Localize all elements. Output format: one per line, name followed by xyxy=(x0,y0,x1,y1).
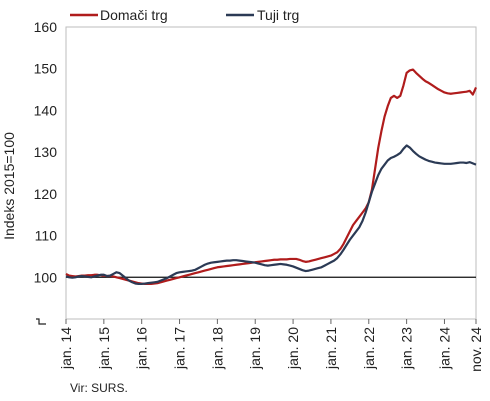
x-tick-label: jan. 20 xyxy=(285,327,301,370)
axis-break-marker xyxy=(36,318,46,325)
x-tick-label: jan. 22 xyxy=(361,327,377,370)
x-tick-label: jan. 14 xyxy=(58,327,74,370)
x-tick-label: jan. 16 xyxy=(134,327,150,370)
x-tick-label: jan. 18 xyxy=(209,327,225,370)
x-tick-label: jan. 17 xyxy=(172,327,188,370)
y-tick-label: 100 xyxy=(34,269,58,285)
source-note: Vir: SURS. xyxy=(70,381,128,395)
series-line-domaci-trg xyxy=(65,68,478,286)
y-tick-label: 160 xyxy=(34,19,58,35)
axes: 100 110 120 130 140 150 160 jan. 14 jan. 15 jan. … xyxy=(34,19,484,372)
legend-label-tuji-trg: Tuji trg xyxy=(257,7,299,23)
plot-frame xyxy=(65,26,477,320)
x-tick-label: jan. 24 xyxy=(436,327,452,370)
y-axis-label: Indeks 2015=100 xyxy=(1,132,17,240)
y-tick-label: 130 xyxy=(34,144,58,160)
y-tick-label: 140 xyxy=(34,102,58,118)
series-group xyxy=(65,68,478,286)
series-line-tuji-trg xyxy=(65,144,477,286)
legend-label-domaci-trg: Domači trg xyxy=(100,7,168,23)
legend: Domači trg Tuji trg xyxy=(70,7,299,23)
y-tick-label: 120 xyxy=(34,186,58,202)
x-tick-label: jan. 15 xyxy=(96,327,112,370)
y-tick-label: 150 xyxy=(34,61,58,77)
y-tick-label: 110 xyxy=(35,228,58,244)
x-tick-label: jan. 21 xyxy=(323,327,339,370)
x-tick-label: jan. 23 xyxy=(399,327,415,370)
x-tick-label: jan. 19 xyxy=(247,327,263,370)
x-tick-label: nov. 24 xyxy=(468,327,484,372)
